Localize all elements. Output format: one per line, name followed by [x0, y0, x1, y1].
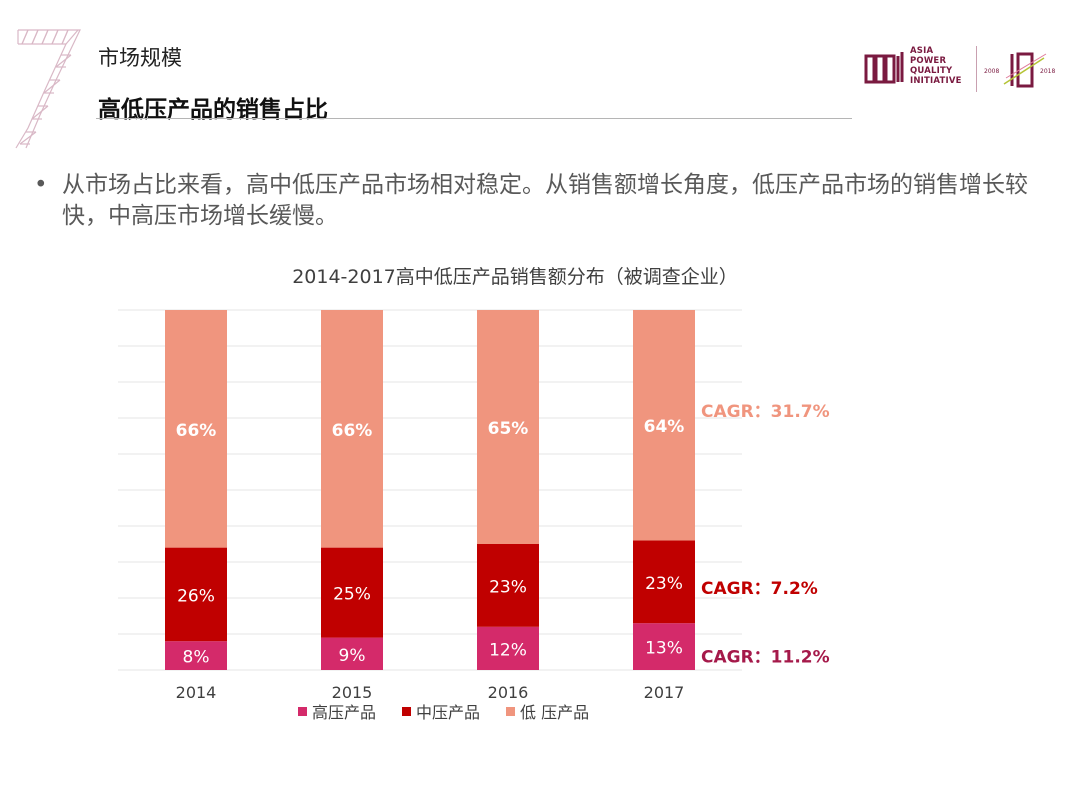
- data-label: 23%: [489, 577, 527, 597]
- bullet-text: 从市场占比来看，高中低压产品市场相对稳定。从销售额增长角度，低压产品市场的销售增…: [62, 172, 1028, 229]
- bar-segment: [633, 310, 695, 541]
- bar-segment: [633, 623, 695, 670]
- anniversary-10-icon: 2008 2018: [984, 52, 1055, 88]
- anniv-year-end: 2018: [1040, 68, 1055, 75]
- bar-segment: [321, 637, 383, 670]
- bar-segment: [477, 544, 539, 627]
- apqi-logo-text: ASIA POWER QUALITY INITIATIVE: [910, 46, 962, 86]
- corner-seven-decoration: [15, 29, 81, 149]
- legend-label: 低 压产品: [520, 703, 589, 722]
- data-label: 9%: [339, 646, 366, 666]
- cagr-annotation: CAGR：11.2%: [701, 648, 830, 668]
- x-tick-label: 2015: [332, 683, 373, 702]
- apqi-logo: ASIA POWER QUALITY INITIATIVE 2008 2018: [864, 46, 1064, 92]
- cagr-annotation: CAGR：7.2%: [701, 579, 818, 599]
- title-divider: [96, 118, 852, 119]
- bar-segment: [321, 547, 383, 638]
- bar-segment: [321, 310, 383, 548]
- data-label: 8%: [183, 648, 210, 668]
- legend-swatch: [506, 707, 515, 716]
- logo-line-asia: ASIA: [910, 46, 934, 56]
- data-label: 12%: [489, 640, 527, 660]
- section-label: 市场规模: [98, 46, 182, 70]
- logo-line-quality: QUALITY: [910, 66, 953, 76]
- cagr-annotation: CAGR：31.7%: [701, 402, 830, 422]
- bullet-marker: •: [34, 172, 48, 198]
- data-label: 23%: [645, 574, 683, 594]
- bar-segment: [165, 310, 227, 548]
- x-tick-label: 2017: [644, 683, 685, 702]
- data-label: 66%: [332, 421, 373, 441]
- data-label: 13%: [645, 639, 683, 659]
- bullet-paragraph: • 从市场占比来看，高中低压产品市场相对稳定。从销售额增长角度，低压产品市场的销…: [34, 170, 1044, 232]
- data-label: 66%: [176, 421, 217, 441]
- data-label: 25%: [333, 585, 371, 605]
- logo-line-initiative: INITIATIVE: [910, 76, 962, 86]
- legend-label: 高压产品: [312, 703, 376, 722]
- x-tick-label: 2014: [176, 683, 217, 702]
- bar-segment: [633, 540, 695, 624]
- bar-segment: [165, 641, 227, 670]
- bar-segment: [165, 547, 227, 642]
- legend-swatch: [402, 707, 411, 716]
- anniv-year-start: 2008: [984, 68, 999, 75]
- data-label: 64%: [644, 417, 685, 437]
- data-label: 26%: [177, 586, 215, 606]
- x-tick-label: 2016: [488, 683, 529, 702]
- apqi-logo-mark-icon: [864, 52, 904, 84]
- bar-segment: [477, 310, 539, 544]
- logo-separator: [976, 46, 977, 92]
- bar-segment: [477, 626, 539, 670]
- chart-title: 2014-2017高中低压产品销售额分布（被调查企业）: [292, 266, 738, 288]
- logo-line-power: POWER: [910, 56, 947, 66]
- legend-label: 中压产品: [416, 703, 480, 722]
- data-label: 65%: [488, 419, 529, 439]
- legend-swatch: [298, 707, 307, 716]
